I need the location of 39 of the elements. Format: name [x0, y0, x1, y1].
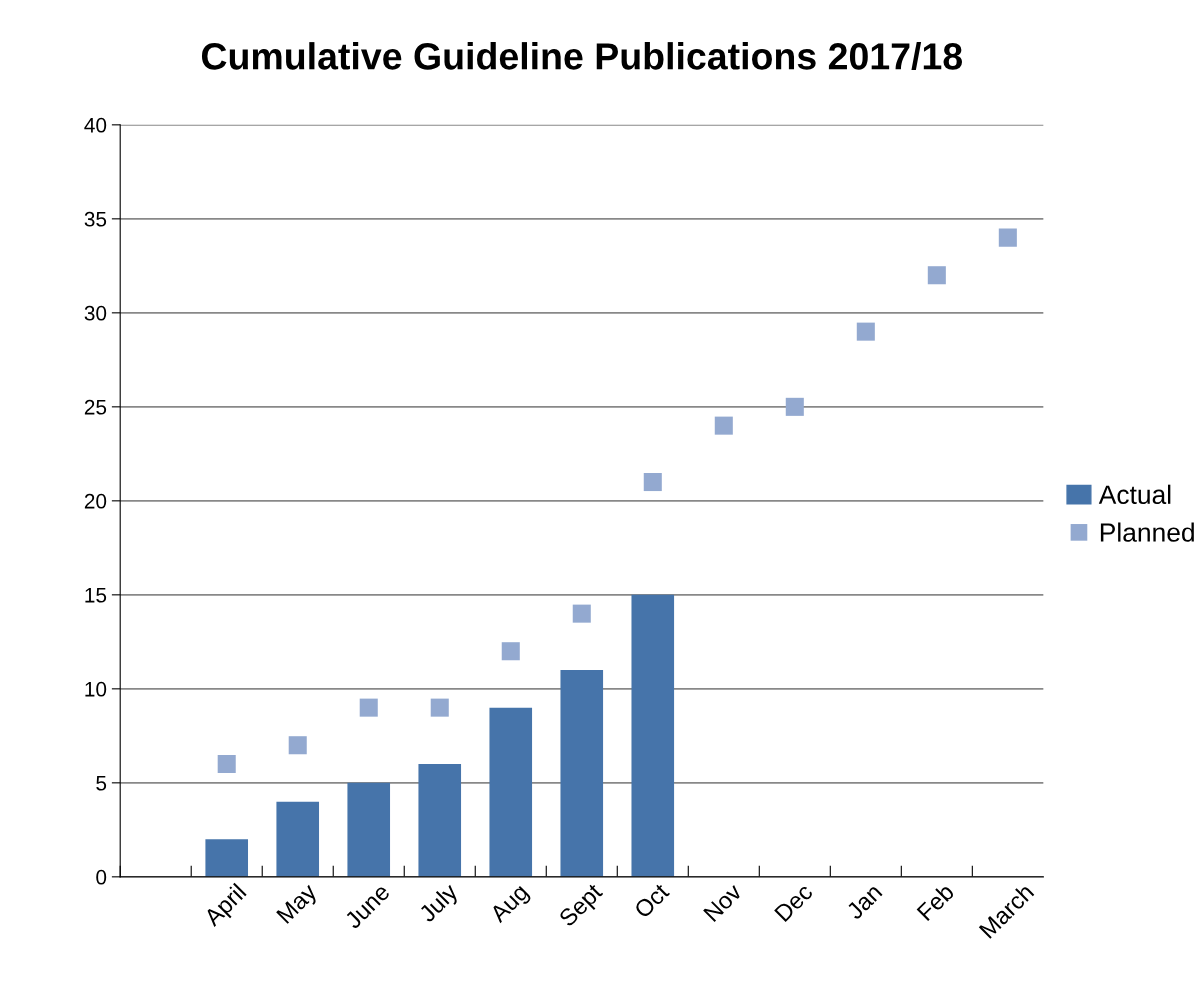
- y-tick-label: 20: [84, 493, 107, 509]
- y-tick-label: 25: [84, 399, 107, 415]
- x-tick-label: May: [276, 882, 322, 928]
- x-tick-label: July: [417, 881, 463, 927]
- point: [785, 397, 804, 416]
- y-tick-label: 15: [85, 588, 107, 603]
- point: [927, 266, 946, 285]
- y-tick-label: 10: [85, 681, 107, 697]
- bar: [418, 764, 462, 877]
- x-tick-label: Jan: [845, 883, 883, 921]
- point: [998, 228, 1017, 247]
- bar: [489, 707, 533, 877]
- point: [643, 473, 662, 492]
- bar: [276, 801, 320, 877]
- point: [714, 416, 733, 435]
- x-tick-label: Aug: [488, 883, 533, 927]
- point: [501, 642, 520, 661]
- x-tick-label: Dec: [774, 882, 814, 923]
- legend-label: Actual: [1098, 484, 1171, 505]
- bar: [347, 782, 391, 877]
- y-tick-label: 35: [84, 211, 107, 227]
- y-tick-label: 5: [96, 776, 107, 791]
- chart-title: Cumulative Guideline Publications 2017/18: [201, 42, 963, 71]
- bar: [205, 839, 249, 877]
- bar: [631, 594, 675, 877]
- point: [359, 698, 378, 717]
- bar: [560, 670, 604, 877]
- x-tick-label: Nov: [703, 882, 744, 923]
- point: [572, 604, 591, 623]
- point: [288, 736, 307, 755]
- x-tick-label: Feb: [916, 882, 955, 922]
- point: [430, 698, 449, 717]
- y-tick-label: 30: [84, 305, 107, 321]
- point: [217, 755, 236, 774]
- x-tick-label: Oct: [633, 882, 671, 919]
- point: [856, 322, 875, 341]
- y-tick-label: 40: [84, 117, 107, 133]
- y-tick-label: 0: [96, 869, 107, 885]
- legend-label: Planned: [1100, 522, 1194, 542]
